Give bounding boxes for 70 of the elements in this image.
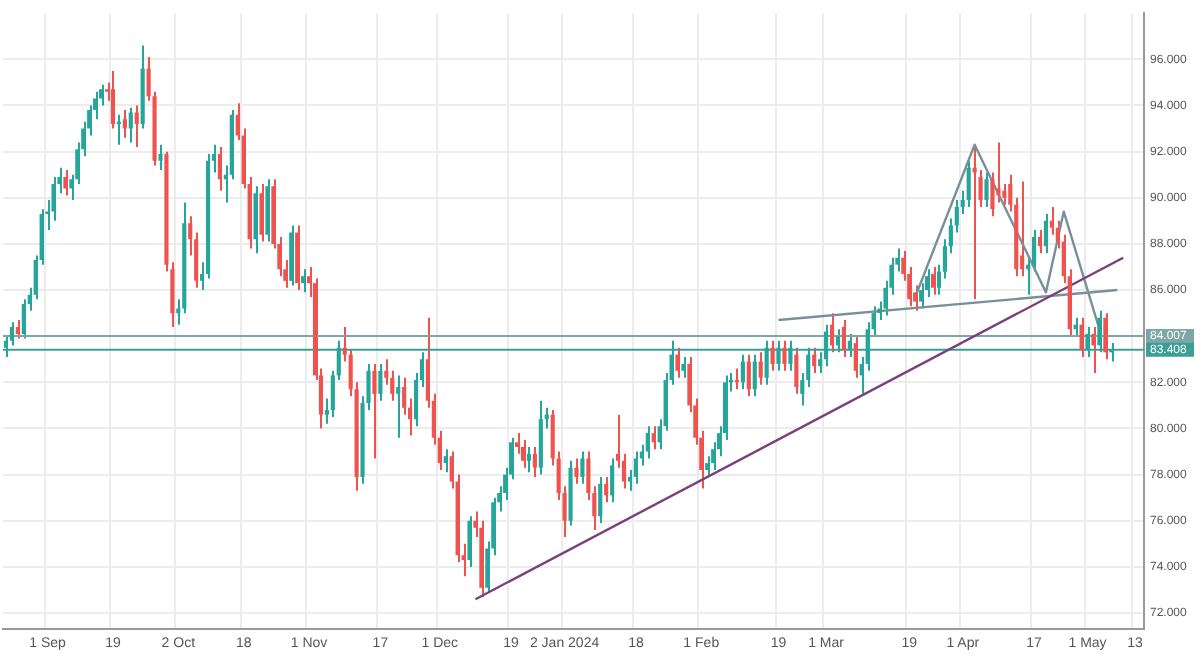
- candlestick: [217, 146, 223, 192]
- candlestick: [3, 335, 9, 358]
- candlestick: [853, 335, 858, 379]
- candlestick: [1091, 325, 1096, 375]
- candlestick: [253, 185, 258, 255]
- candlestick: [847, 332, 852, 358]
- candlestick: [919, 282, 924, 310]
- candlestick: [134, 104, 139, 149]
- candlestick: [467, 515, 472, 568]
- candlestick: [823, 323, 829, 368]
- candlestick: [514, 432, 520, 455]
- candlestick: [705, 455, 710, 478]
- candlestick: [645, 425, 650, 460]
- candlestick: [1103, 312, 1108, 361]
- candlestick: [289, 224, 294, 287]
- candlestick: [110, 69, 116, 130]
- candlestick: [402, 376, 407, 416]
- candlestick: [794, 346, 799, 395]
- candlestick: [770, 339, 775, 372]
- candlestick: [51, 176, 56, 222]
- candlestick: [443, 448, 448, 474]
- candlestick: [63, 169, 68, 197]
- candlestick: [788, 339, 793, 372]
- candlestick: [574, 457, 579, 485]
- candlestick: [752, 353, 757, 398]
- candlestick: [610, 457, 615, 504]
- candlestick: [776, 339, 781, 372]
- candlestick: [526, 445, 532, 474]
- candlestick: [711, 441, 716, 472]
- candlestick: [1037, 229, 1043, 255]
- candlestick: [651, 425, 656, 451]
- candlestick: [1079, 316, 1084, 358]
- candlestick: [1097, 309, 1102, 354]
- candlestick: [295, 224, 300, 292]
- candlestick: [746, 353, 751, 398]
- candlestick: [812, 346, 817, 375]
- candlestick: [1049, 206, 1054, 236]
- candlestick: [1043, 212, 1049, 255]
- candlestick: [740, 353, 745, 391]
- candlestick: [122, 109, 127, 139]
- candlestick: [15, 319, 20, 340]
- candlestick: [580, 450, 585, 485]
- candlestick: [758, 351, 763, 386]
- candlestick: [21, 298, 26, 340]
- candlestick: [782, 339, 787, 372]
- candlestick: [372, 362, 377, 460]
- candlestick: [479, 519, 484, 598]
- candlestick: [633, 450, 638, 485]
- candlestick: [841, 319, 846, 358]
- candlestick: [675, 346, 680, 379]
- candlestick: [532, 445, 537, 478]
- candlestick: [158, 143, 163, 172]
- candlestick: [301, 268, 306, 294]
- candlestick: [681, 355, 686, 379]
- candlestick: [378, 362, 383, 402]
- candlestick: [829, 312, 835, 354]
- candlestick: [984, 171, 989, 208]
- candlestick: [128, 106, 133, 144]
- candlestick: [384, 358, 389, 386]
- candlestick: [396, 374, 401, 439]
- candlestick: [1085, 325, 1090, 358]
- candlestick: [930, 265, 936, 296]
- candlestick: [259, 182, 264, 243]
- candlestick: [966, 159, 971, 208]
- candlestick: [520, 439, 526, 469]
- candlestick: [604, 475, 609, 504]
- candlestick: [835, 328, 841, 354]
- candlestick: [764, 339, 769, 386]
- candlestick: [598, 475, 603, 525]
- candlestick: [1020, 180, 1025, 278]
